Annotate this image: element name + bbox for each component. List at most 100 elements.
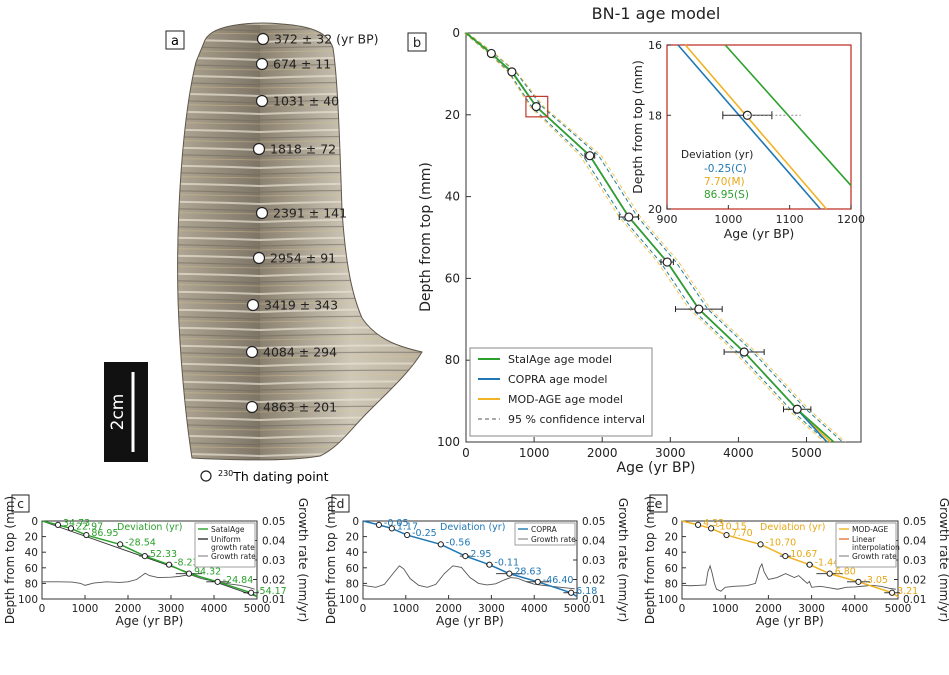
deviation-value: 6.80: [835, 567, 856, 578]
x-tick-label: 0: [462, 446, 470, 460]
dating-label: 1818 ± 72: [270, 142, 336, 157]
y-tick-label: 40: [445, 190, 460, 204]
inset: 900 1000 1100 1200 16 18 20 Age (yr BP) Depth fr…: [630, 39, 865, 241]
panel-b: BN-1 age model b 0 1000 2000 3000 4000 5000 0 20 4…: [407, 4, 865, 476]
dating-point: [404, 531, 411, 539]
deviation-title: Deviation (yr): [440, 522, 505, 533]
x-tick-label: 0: [360, 603, 367, 615]
legend-label: COPRA: [531, 525, 558, 534]
deviation-value: 28.63: [514, 567, 541, 578]
x-tick-label: 3000: [655, 446, 686, 460]
legend-label: COPRA age model: [508, 373, 607, 386]
inset-x-axis-label: Age (yr BP): [724, 226, 795, 241]
inset-x-tick-label: 900: [657, 213, 678, 226]
x-tick-label: 5000: [885, 603, 912, 615]
panel-a: a 2cm 372 ± 32 (yr BP) 674 ± 11 1031 ± 40 1…: [104, 22, 423, 484]
dating-point: [437, 541, 444, 548]
dating-point: [782, 553, 789, 560]
y2-tick-label: 0.03: [582, 555, 605, 567]
dating-point: [214, 578, 221, 585]
scale-label: 2cm: [108, 394, 128, 431]
scale-bar-box: [104, 362, 148, 462]
deviation-value: 86.95: [91, 528, 118, 539]
x-tick-label: 1000: [392, 603, 419, 615]
inset-y-tick-label: 18: [648, 109, 662, 122]
legend-label: 95 % confidence interval: [508, 413, 645, 426]
x-tick-label: 4000: [841, 603, 868, 615]
legend-label: Linear: [852, 535, 876, 544]
y-tick-label: 100: [658, 594, 678, 606]
y-tick-label: 40: [25, 547, 38, 559]
stalagmite-photo: [177, 22, 423, 461]
legend-label: Growth rate: [852, 552, 897, 561]
inset-model-line: [684, 44, 828, 210]
deviation-value: -3.05: [863, 575, 888, 586]
dating-point: [486, 48, 496, 59]
dating-point: [792, 404, 802, 414]
dating-point-marker: [245, 345, 259, 359]
dating-point: [375, 521, 383, 529]
dating-point-marker: [255, 57, 269, 71]
y-axis-label: Depth from top (mm): [418, 162, 434, 312]
y2-tick-label: 0.05: [582, 516, 605, 528]
dating-label: 4084 ± 294: [263, 345, 337, 360]
dating-point: [739, 347, 749, 357]
y2-tick-label: 0.04: [903, 536, 927, 548]
panel-letter-box: [649, 494, 668, 513]
deviation-value: -54.17: [256, 586, 287, 597]
dating-point: [248, 589, 255, 596]
ci-line: [464, 32, 825, 443]
y-tick-label: 60: [346, 563, 359, 575]
panel-letter: d: [337, 496, 345, 511]
dating-label: 2954 ± 91: [270, 251, 336, 266]
deviation-value: 22.97: [76, 521, 103, 532]
dating-label: 2391 ± 141: [273, 206, 347, 221]
deviation-value: -0.05: [384, 518, 409, 529]
dating-label: 4863 ± 201: [263, 400, 337, 415]
y-tick-label: 60: [445, 271, 460, 285]
y-tick-label: 20: [25, 532, 38, 544]
x-tick-label: 5000: [791, 446, 822, 460]
dating-point-marker: [246, 298, 260, 312]
ci-line: [467, 32, 846, 443]
x-tick-label: 3000: [478, 603, 505, 615]
legend-label: MOD-AGE age model: [508, 393, 623, 406]
deviation-value: 1.17: [397, 521, 418, 532]
uniform-growth-line: [41, 520, 258, 598]
legend-frame: [835, 522, 897, 568]
dating-point: [185, 570, 193, 577]
x-tick-label: 3000: [158, 603, 185, 615]
deviation-title: Deviation (yr): [760, 522, 825, 533]
x-tick-label: 3000: [798, 603, 825, 615]
dating-point-marker: [255, 206, 269, 220]
x-tick-label: 4000: [521, 603, 548, 615]
deviation-value: 3.21: [897, 586, 918, 597]
y-tick-label: 60: [665, 563, 678, 575]
dating-label: 3419 ± 343: [264, 298, 338, 313]
y-tick-label: 80: [25, 578, 38, 590]
panel-letter: a: [171, 34, 179, 49]
inset-x-tick-label: 1200: [837, 213, 865, 226]
legend-label: StalAge age model: [508, 353, 612, 366]
x-axis-label: Age (yr BP): [756, 614, 824, 628]
dating-point-marker: [252, 251, 266, 265]
y-axis-label: Depth from top (mm): [324, 496, 338, 624]
x-tick-label: 0: [39, 603, 46, 615]
y-tick-label: 0: [352, 516, 359, 528]
inset-y-axis-label: Depth from top (mm): [630, 60, 645, 194]
deviation-value: -1.44: [815, 558, 840, 569]
dating-point: [826, 570, 833, 577]
y2-tick-label: 0.02: [582, 575, 605, 587]
deviation-value: -8.23: [174, 558, 199, 569]
panel-letter-box: [407, 32, 427, 52]
x-axis-label: Age (yr BP): [436, 614, 504, 628]
dating-point: [568, 589, 575, 596]
deviation-value: -28.54: [125, 537, 156, 548]
dating-point: [67, 525, 75, 532]
dating-point: [624, 212, 634, 222]
y2-tick-label: 0.03: [262, 555, 285, 567]
deviation-value: -24.84: [223, 575, 254, 586]
dating-label: 372 ± 32 (yr BP): [274, 32, 379, 47]
